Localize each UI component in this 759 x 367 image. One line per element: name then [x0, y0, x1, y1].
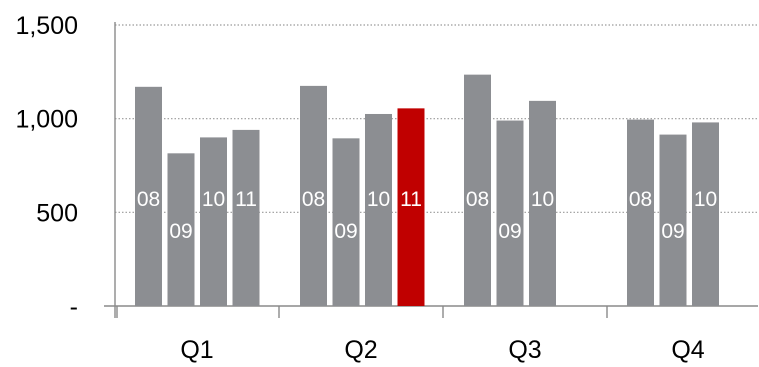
x-category-label: Q1: [180, 336, 213, 364]
x-category-label: Q3: [508, 336, 541, 364]
bar-label: 10: [202, 188, 225, 211]
bar-q4-08: [627, 119, 654, 306]
bar-label: 10: [367, 188, 390, 211]
bar-label: 08: [466, 188, 489, 211]
y-tick-label: 1,000: [15, 106, 78, 134]
bars: 08 09 10 11 08 09 10 11 08 09 10 08 09 10: [135, 74, 719, 307]
bar-q3-09: [496, 120, 524, 306]
bar-label: 09: [661, 220, 684, 243]
bar-label: 08: [302, 188, 325, 211]
bar-q1-08: [135, 86, 162, 306]
bar-q2-10: [365, 113, 392, 306]
bar-q4-09: [659, 134, 687, 306]
y-tick-label: 1,500: [15, 12, 78, 40]
bar-q1-10: [200, 137, 227, 306]
x-axis: Q1 Q2 Q3 Q4: [116, 306, 705, 364]
x-category-label: Q4: [671, 336, 704, 364]
bar-label: 10: [694, 188, 717, 211]
bar-label: 11: [235, 188, 257, 211]
bar-q4-10: [692, 122, 719, 306]
bar-q2-11: [397, 108, 425, 306]
bar-label: 08: [629, 188, 652, 211]
bar-label: 09: [334, 220, 357, 243]
bar-q2-09: [332, 138, 360, 306]
bar-q3-10: [529, 100, 556, 307]
x-category-label: Q2: [344, 336, 377, 364]
bar-q1-11: [232, 129, 260, 306]
bar-label: 09: [169, 220, 192, 243]
y-axis-ticks: - 500 1,000 1,500: [15, 12, 78, 321]
bar-label: 08: [137, 188, 160, 211]
bar-label: 11: [400, 188, 422, 211]
y-tick-label: -: [70, 293, 78, 321]
bar-label: 09: [498, 220, 521, 243]
bar-q3-08: [464, 74, 491, 306]
bar-q2-08: [300, 85, 327, 306]
y-tick-label: 500: [36, 199, 78, 227]
bar-label: 10: [531, 188, 554, 211]
bar-q1-09: [167, 153, 195, 306]
